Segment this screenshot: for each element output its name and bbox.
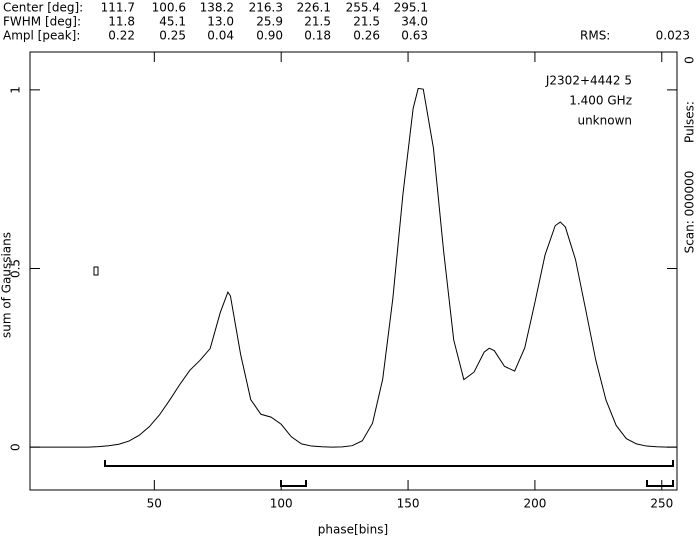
header-value: 255.4: [346, 1, 380, 15]
header-value: 100.6: [152, 1, 186, 15]
side-label: 0: [683, 56, 697, 64]
x-axis-label: phase[bins]: [318, 523, 388, 537]
window-bracket: [646, 480, 674, 487]
x-tick-label: 250: [650, 497, 673, 511]
profile-line: [30, 87, 677, 448]
header-value: 21.5: [353, 15, 380, 29]
header-value: 0.18: [304, 29, 331, 43]
x-tick-label: 100: [270, 497, 293, 511]
header-label: Center [deg]:: [3, 1, 83, 15]
header-value: 45.1: [159, 15, 186, 29]
window-bracket: [280, 480, 307, 487]
header-value: 111.7: [101, 1, 135, 15]
header-value: 13.0: [207, 15, 234, 29]
x-tick-label: 200: [523, 497, 546, 511]
header-value: 11.8: [108, 15, 135, 29]
header-value: 0.25: [159, 29, 186, 43]
header-value: 0.22: [108, 29, 135, 43]
window-bracket: [104, 460, 674, 467]
y-tick-label: 0: [9, 443, 23, 451]
header-value: 295.1: [394, 1, 428, 15]
header-value: 216.3: [249, 1, 283, 15]
annotation: 1.400 GHz: [569, 94, 632, 108]
header-value: 226.1: [297, 1, 331, 15]
header-value: 0.63: [401, 29, 428, 43]
rms-label: RMS:: [580, 29, 610, 43]
plot-frame: [29, 51, 678, 491]
header-value: 0.26: [353, 29, 380, 43]
y-tick-label: 1: [9, 86, 23, 94]
header-label: FWHM [deg]:: [3, 15, 81, 29]
annotation: J2302+4442 5: [545, 74, 632, 88]
header-value: 21.5: [304, 15, 331, 29]
header-value: 34.0: [401, 15, 428, 29]
y-axis-label: sum of Gaussians: [0, 232, 14, 338]
x-tick-label: 150: [397, 497, 420, 511]
header-label: Ampl [peak]:: [3, 29, 80, 43]
annotation: unknown: [577, 114, 632, 128]
x-tick-label: 50: [147, 497, 162, 511]
marker-box: [93, 266, 99, 276]
header-value: 138.2: [200, 1, 234, 15]
rms-value: 0.023: [656, 29, 690, 43]
header-value: 0.90: [256, 29, 283, 43]
header-value: 0.04: [207, 29, 234, 43]
side-label: Scan: 000000: [683, 171, 697, 254]
y-tick-label: 0.5: [9, 259, 23, 278]
side-label: Pulses:: [683, 101, 697, 143]
header-value: 25.9: [256, 15, 283, 29]
